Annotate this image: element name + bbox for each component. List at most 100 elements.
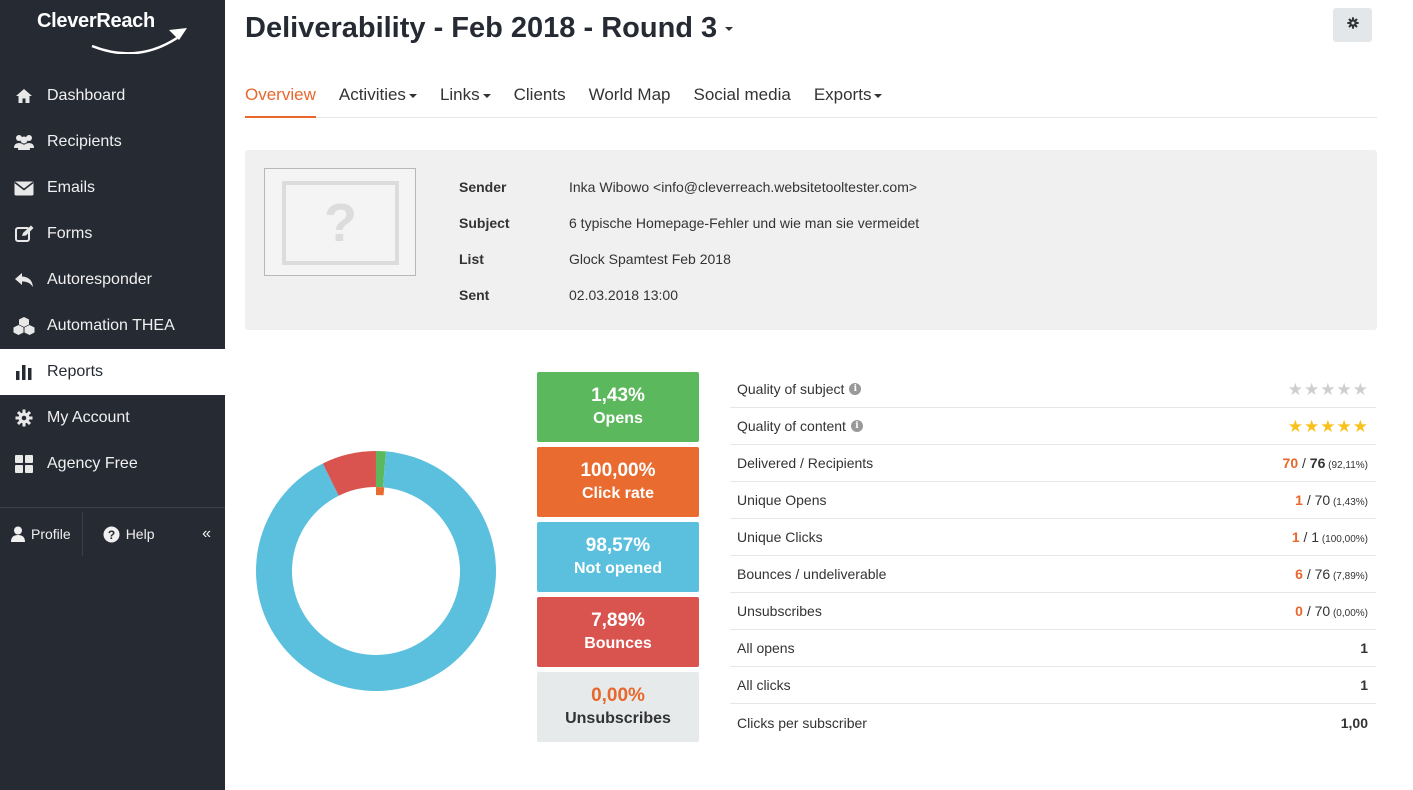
stat-percent: 7,89% [591, 610, 645, 631]
kpi-row: Delivered / Recipients 70 / 76 (92,11%) [730, 445, 1376, 482]
sidebar-item-agency[interactable]: Agency Free [0, 441, 225, 487]
stat-box-opens[interactable]: 1,43% Opens [537, 372, 699, 442]
collapse-sidebar-button[interactable]: « [202, 525, 211, 542]
chevron-down-icon [725, 27, 734, 32]
sidebar-item-label: Autoresponder [47, 271, 152, 288]
settings-button[interactable] [1333, 8, 1372, 42]
page-title[interactable]: Deliverability - Feb 2018 - Round 3 [245, 12, 734, 45]
stat-box-bounces[interactable]: 7,89% Bounces [537, 597, 699, 667]
kpi-label: All opens [737, 640, 795, 656]
sent-label: Sent [459, 287, 490, 303]
sent-value: 02.03.2018 13:00 [569, 287, 678, 303]
list-label: List [459, 251, 484, 267]
kpi-value: 6 / 76 (7,89%) [1295, 566, 1368, 582]
profile-link[interactable]: Profile [0, 512, 82, 556]
tab-social-media[interactable]: Social media [693, 80, 790, 118]
sidebar-item-reports[interactable]: Reports [0, 349, 225, 395]
cleverreach-logo[interactable]: CleverReach [37, 10, 197, 54]
kpi-row: Unique Opens 1 / 70 (1,43%) [730, 482, 1376, 519]
star-icon: ★ [1320, 416, 1336, 436]
sidebar-item-my-account[interactable]: My Account [0, 395, 225, 441]
sidebar-item-autoresponder[interactable]: Autoresponder [0, 257, 225, 303]
kpi-label: Delivered / Recipients [737, 455, 874, 471]
tab-label: Overview [245, 85, 316, 104]
kpi-row: Quality of subject i ★ ★ ★ ★ ★ [730, 371, 1376, 408]
logo-text: CleverReach [37, 10, 155, 32]
help-icon: ? [103, 526, 120, 543]
kpi-label: Unique Clicks [737, 529, 823, 545]
star-icon: ★ [1336, 379, 1352, 399]
tab-clients[interactable]: Clients [514, 80, 566, 118]
mailing-thumbnail[interactable]: ? [264, 168, 416, 276]
star-icon: ★ [1336, 416, 1352, 436]
sidebar-footer: Profile ? Help « [0, 512, 225, 556]
tab-label: World Map [588, 85, 671, 104]
kpi-label: Clicks per subscriber [737, 714, 867, 731]
profile-label: Profile [31, 526, 71, 542]
tab-activities[interactable]: Activities [339, 80, 417, 118]
kpi-row: Quality of content i ★ ★ ★ ★ ★ [730, 408, 1376, 445]
help-link[interactable]: ? Help [83, 512, 166, 556]
list-value: Glock Spamtest Feb 2018 [569, 251, 731, 267]
star-icon: ★ [1304, 416, 1320, 436]
tab-world-map[interactable]: World Map [589, 80, 671, 118]
subject-row: Subject 6 typische Homepage-Fehler und w… [459, 215, 919, 231]
mailing-info-panel: ? Sender Inka Wibowo <info@cleverreach.w… [245, 150, 1377, 330]
sender-label: Sender [459, 179, 507, 195]
sidebar-item-emails[interactable]: Emails [0, 165, 225, 211]
kpi-row: Bounces / undeliverable 6 / 76 (7,89%) [730, 556, 1376, 593]
kpi-value: 70 / 76 (92,11%) [1282, 455, 1368, 471]
chevron-down-icon [874, 93, 883, 98]
donut-chart [256, 451, 496, 691]
sidebar-item-recipients[interactable]: Recipients [0, 119, 225, 165]
placeholder-glyph: ? [324, 193, 357, 253]
sidebar-item-label: Agency Free [47, 455, 138, 472]
info-icon[interactable]: i [850, 420, 863, 432]
cubes-icon [12, 316, 36, 336]
sender-row: Sender Inka Wibowo <info@cleverreach.web… [459, 179, 917, 195]
home-icon [12, 86, 36, 106]
gear-icon [1346, 16, 1359, 34]
stat-percent: 98,57% [585, 535, 651, 556]
stat-box-unsubscribes[interactable]: 0,00% Unsubscribes [537, 672, 699, 742]
tab-overview[interactable]: Overview [245, 80, 316, 118]
sidebar-item-forms[interactable]: Forms [0, 211, 225, 257]
sidebar-item-dashboard[interactable]: Dashboard [0, 73, 225, 119]
user-icon [11, 526, 25, 542]
sidebar-item-automation[interactable]: Automation THEA [0, 303, 225, 349]
list-row: List Glock Spamtest Feb 2018 [459, 251, 731, 267]
tab-label: Social media [693, 85, 791, 104]
kpi-label: Bounces / undeliverable [737, 566, 887, 582]
sidebar-nav: Dashboard Recipients Emails Forms Autore… [0, 73, 225, 487]
kpi-value: 1 / 1 (100,00%) [1291, 529, 1368, 545]
donut-slice-bounces [322, 451, 376, 496]
kpi-row: All clicks 1 [730, 667, 1376, 704]
kpi-value: ★ ★ ★ ★ ★ [1288, 381, 1368, 398]
envelope-icon [12, 178, 36, 198]
stat-label: Not opened [574, 560, 662, 577]
tab-links[interactable]: Links [440, 80, 491, 118]
info-icon[interactable]: i [849, 383, 862, 395]
page-title-text: Deliverability - Feb 2018 - Round 3 [245, 12, 718, 44]
stat-label: Bounces [584, 635, 652, 652]
kpi-label: Quality of subject i [737, 381, 862, 397]
stat-label: Click rate [581, 485, 655, 502]
sidebar-item-label: Automation THEA [47, 317, 175, 334]
users-icon [12, 132, 36, 152]
stat-box-not-opened[interactable]: 98,57% Not opened [537, 522, 699, 592]
stat-box-click-rate[interactable]: 100,00% Click rate [537, 447, 699, 517]
grid-icon [12, 454, 36, 474]
stat-percent: 1,43% [591, 385, 645, 406]
star-icon: ★ [1352, 416, 1368, 436]
help-label: Help [125, 526, 155, 542]
tab-exports[interactable]: Exports [814, 80, 883, 118]
sidebar: CleverReach Dashboard Recipients Emails [0, 0, 225, 790]
sent-row: Sent 02.03.2018 13:00 [459, 287, 678, 303]
star-icon: ★ [1287, 416, 1303, 436]
sidebar-item-label: Emails [47, 179, 96, 196]
donut-slice-not-opened [256, 451, 496, 691]
chevron-down-icon [482, 93, 491, 98]
star-rating: ★ ★ ★ ★ ★ [1288, 381, 1368, 398]
kpi-row: Unsubscribes 0 / 70 (0,00%) [730, 593, 1376, 630]
kpi-value: 1,00 [1340, 714, 1368, 731]
